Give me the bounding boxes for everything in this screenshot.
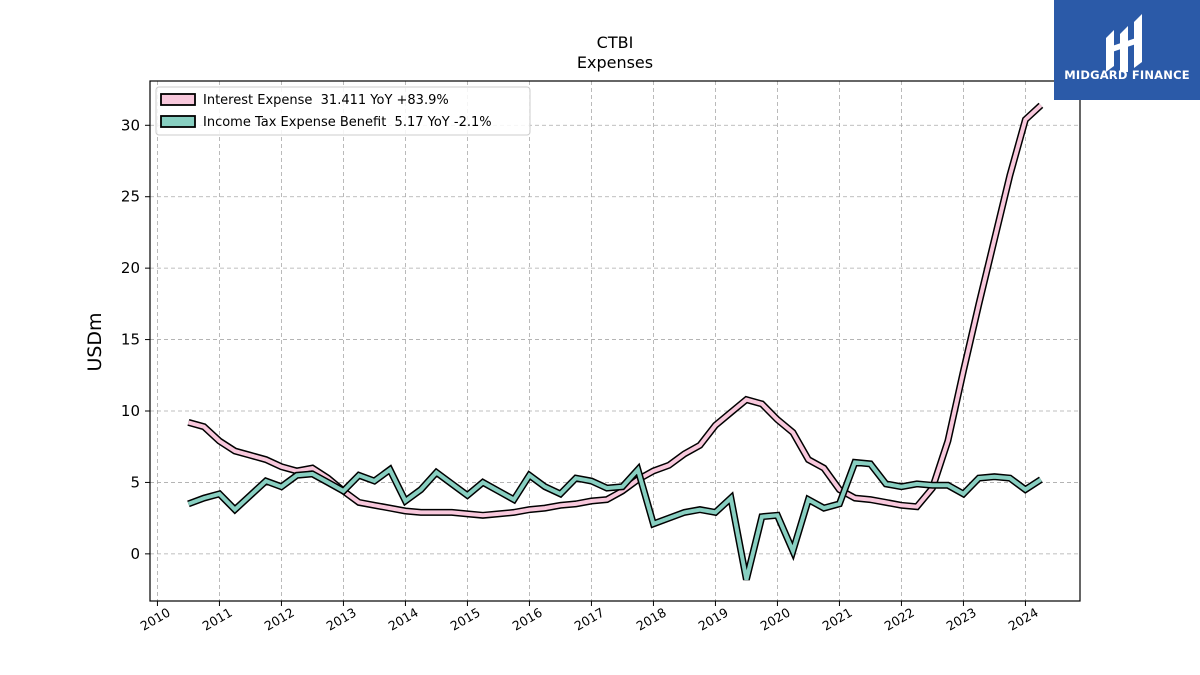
- y-tick-label: 5: [130, 473, 140, 491]
- legend-swatch-interest-expense: [160, 93, 196, 106]
- y-tick-label: 15: [121, 331, 140, 349]
- chart-subtitle: Expenses: [577, 53, 653, 72]
- legend-swatch-income-tax: [160, 115, 196, 128]
- legend-label-income-tax: Income Tax Expense Benefit 5.17 YoY -2.1…: [203, 115, 492, 130]
- x-tick-label: 2013: [324, 605, 359, 634]
- y-axis-label: USDm: [84, 312, 106, 371]
- series-line-income-tax-expense-benefit: [187, 460, 1042, 581]
- y-tick-label: 10: [121, 402, 140, 420]
- x-tick-label: 2010: [138, 605, 173, 634]
- series-line-interest-expense: [187, 103, 1043, 518]
- x-tick-label: 2023: [944, 605, 979, 634]
- legend-frame: [155, 86, 531, 136]
- x-tick-label: 2016: [510, 605, 545, 634]
- x-tick-label: 2020: [758, 605, 793, 634]
- y-tick-label: 30: [121, 116, 140, 134]
- logo-mark-icon: [1106, 14, 1142, 72]
- legend: Interest Expense 31.411 YoY +83.9% Incom…: [155, 86, 531, 136]
- x-tick-label: 2021: [820, 605, 855, 634]
- y-tick-label: 0: [130, 545, 140, 563]
- x-tick-label: 2015: [448, 605, 483, 634]
- x-tick-label: 2017: [572, 605, 607, 634]
- chart-title: CTBI: [597, 33, 634, 52]
- plot-area-frame: [149, 80, 1081, 602]
- legend-label-interest-expense: Interest Expense 31.411 YoY +83.9%: [203, 93, 449, 108]
- x-tick-label: 2014: [386, 605, 421, 634]
- logo-text: MIDGARD FINANCE: [1064, 68, 1190, 82]
- y-tick-label: 20: [121, 259, 140, 277]
- brand-logo: MIDGARD FINANCE: [1054, 0, 1200, 100]
- x-axis: 2010 2011 2012 2013 2014 2015 2016 2017 2018 2019…: [138, 601, 1041, 634]
- x-tick-label: 2019: [696, 605, 731, 634]
- y-tick-label: 25: [121, 188, 140, 206]
- x-tick-label: 2022: [882, 605, 917, 634]
- x-tick-label: 2012: [262, 605, 297, 634]
- x-tick-label: 2018: [634, 605, 669, 634]
- series-outline-income-tax-expense-benefit: [187, 458, 1043, 581]
- series-lines: [187, 102, 1044, 581]
- grid: [150, 81, 1080, 601]
- series-outline-interest-expense: [187, 102, 1044, 519]
- x-tick-label: 2011: [200, 605, 235, 634]
- x-tick-label: 2024: [1006, 605, 1041, 634]
- y-axis: 0 5 10 15 20 25 30: [121, 116, 150, 563]
